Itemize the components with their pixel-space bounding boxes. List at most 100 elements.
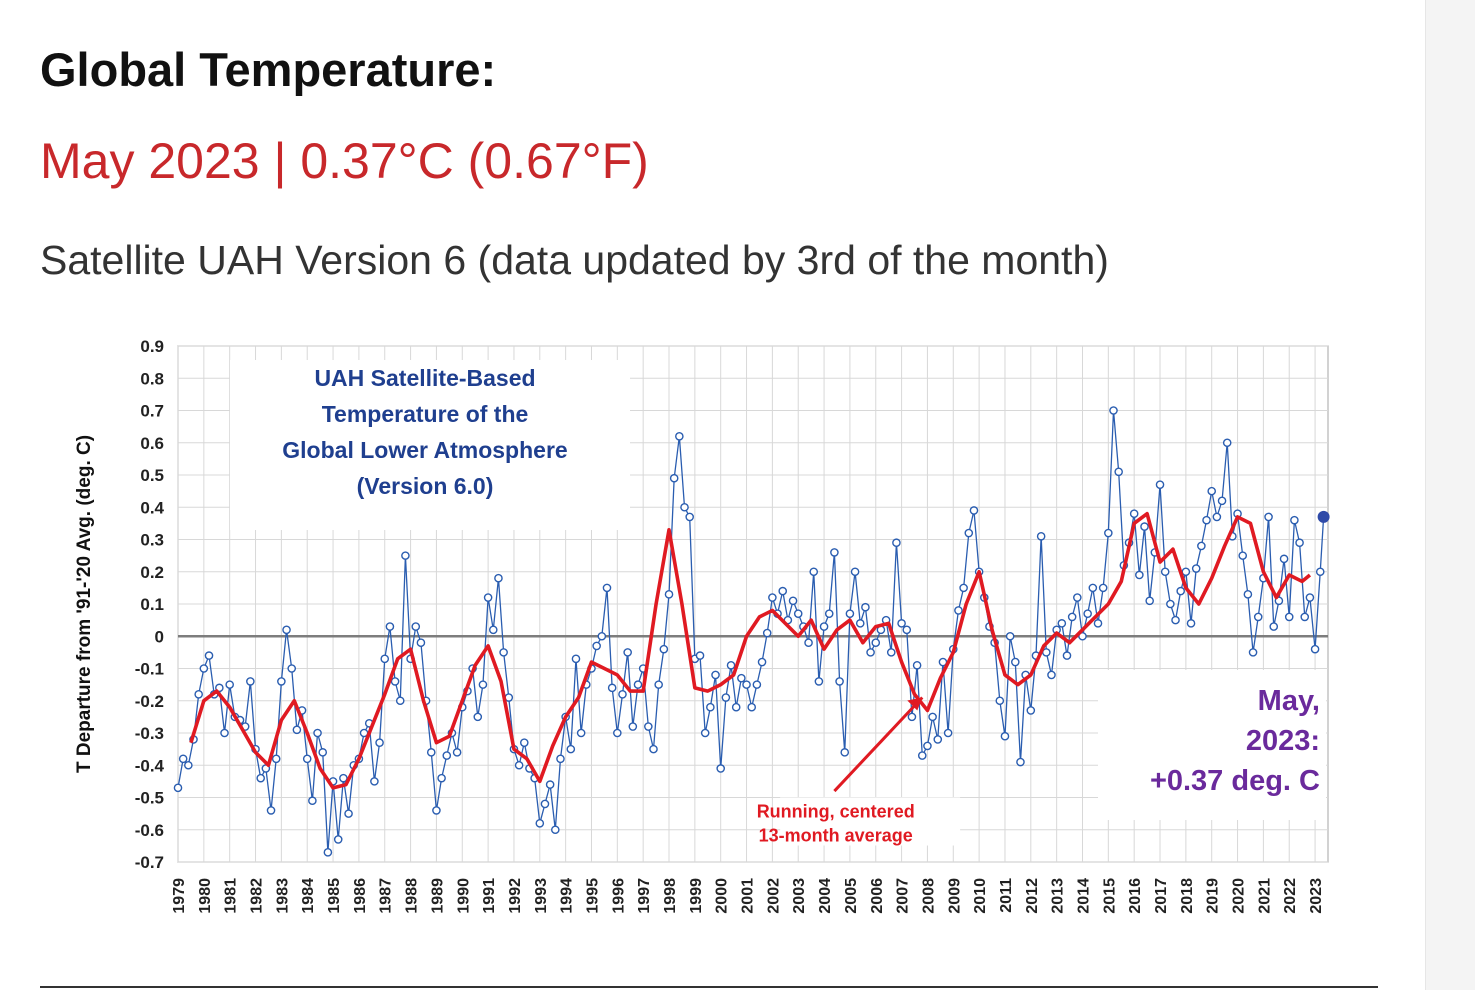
monthly-point	[793, 609, 803, 618]
may-2023-point	[1317, 510, 1330, 523]
monthly-point	[1047, 670, 1056, 680]
may-2023-callout: May,	[1258, 685, 1320, 717]
monthly-point	[902, 625, 912, 635]
x-tick-label: 1981	[223, 878, 240, 914]
y-tick-label: -0.3	[135, 724, 164, 743]
monthly-point	[519, 738, 529, 747]
monthly-point	[685, 512, 694, 522]
x-tick-label: 1983	[274, 878, 291, 914]
monthly-point	[623, 648, 632, 657]
x-tick-label: 2020	[1231, 878, 1248, 914]
monthly-point	[225, 680, 234, 689]
monthly-point	[633, 680, 643, 689]
monthly-point	[618, 689, 627, 699]
monthly-point	[375, 738, 384, 747]
monthly-point	[768, 593, 777, 602]
y-tick-label: 0.1	[140, 595, 164, 614]
monthly-point	[943, 728, 953, 738]
monthly-point	[814, 677, 824, 686]
x-tick-label: 2022	[1282, 878, 1299, 914]
monthly-point	[835, 677, 844, 686]
x-tick-label: 2017	[1153, 878, 1170, 914]
running-average-label: 13-month average	[759, 826, 913, 846]
x-tick-label: 2003	[791, 878, 808, 914]
x-tick-label: 1994	[559, 878, 576, 914]
monthly-point	[917, 751, 927, 760]
running-average-arrowhead	[907, 697, 923, 711]
x-tick-label: 1986	[352, 878, 369, 914]
monthly-point	[302, 754, 312, 764]
x-tick-label: 1984	[300, 878, 317, 914]
monthly-point	[1315, 567, 1325, 577]
monthly-point	[1202, 515, 1211, 525]
monthly-point	[271, 754, 281, 764]
x-tick-label: 1998	[662, 878, 679, 914]
monthly-point	[308, 796, 317, 806]
monthly-point	[907, 712, 917, 722]
monthly-point	[664, 590, 674, 599]
monthly-point	[514, 760, 524, 770]
x-tick-label: 2016	[1127, 878, 1144, 914]
monthly-point	[478, 680, 488, 689]
x-tick-label: 2021	[1256, 878, 1273, 914]
x-tick-label: 2006	[869, 878, 886, 914]
monthly-point	[706, 702, 715, 712]
monthly-point	[556, 754, 565, 764]
x-tick-label: 2014	[1075, 878, 1092, 914]
monthly-point	[246, 677, 255, 686]
y-tick-label: -0.2	[135, 692, 164, 711]
y-axis-label: T Departure from '91-'20 Avg. (deg. C)	[74, 435, 95, 773]
monthly-point	[411, 622, 421, 631]
monthly-point	[628, 722, 638, 731]
monthly-point	[731, 702, 741, 712]
monthly-point	[287, 664, 297, 673]
monthly-point	[173, 783, 183, 793]
monthly-point	[892, 538, 901, 548]
x-tick-label: 1995	[584, 878, 601, 914]
monthly-point	[700, 728, 710, 738]
monthly-point	[194, 689, 203, 699]
monthly-point	[1269, 622, 1279, 631]
x-tick-label: 1985	[326, 878, 343, 914]
y-tick-label: 0.7	[140, 402, 164, 421]
x-tick-label: 2010	[972, 878, 989, 914]
monthly-point	[1057, 619, 1067, 628]
monthly-point	[788, 596, 798, 606]
monthly-point	[380, 654, 390, 664]
monthly-point	[1005, 631, 1015, 641]
monthly-point	[675, 432, 684, 441]
monthly-point	[452, 748, 462, 757]
monthly-point	[318, 748, 328, 757]
y-tick-label: 0.6	[140, 434, 164, 453]
x-tick-label: 2018	[1179, 878, 1196, 914]
monthly-point	[545, 780, 555, 789]
running-average-label: Running, centered	[757, 802, 915, 822]
running-average-arrow	[833, 696, 924, 793]
chart-title-line: (Version 6.0)	[357, 473, 494, 499]
bottom-divider	[40, 986, 1378, 988]
monthly-point	[757, 657, 767, 667]
x-tick-label: 2012	[1024, 878, 1041, 914]
monthly-point	[752, 680, 762, 689]
monthly-point	[607, 683, 617, 693]
monthly-point	[395, 696, 405, 706]
x-tick-label: 1979	[171, 878, 188, 914]
current-anomaly-headline: May 2023 | 0.37°C (0.67°F)	[40, 133, 649, 189]
monthly-point	[494, 573, 503, 583]
monthly-point	[256, 773, 265, 783]
monthly-point	[804, 638, 813, 648]
y-tick-label: -0.6	[135, 821, 164, 840]
x-tick-label: 2001	[740, 878, 757, 914]
monthly-point	[1135, 570, 1144, 580]
monthly-point	[339, 773, 348, 783]
monthly-point	[1083, 609, 1092, 618]
y-tick-label: -0.7	[135, 853, 164, 872]
page-scrollbar-gutter[interactable]	[1425, 0, 1475, 990]
monthly-point	[385, 622, 395, 631]
running-average-line	[189, 511, 1312, 790]
monthly-point	[923, 741, 932, 751]
monthly-point	[861, 602, 870, 612]
x-tick-label: 2004	[817, 878, 834, 914]
monthly-point	[845, 609, 855, 618]
monthly-point	[488, 625, 498, 635]
